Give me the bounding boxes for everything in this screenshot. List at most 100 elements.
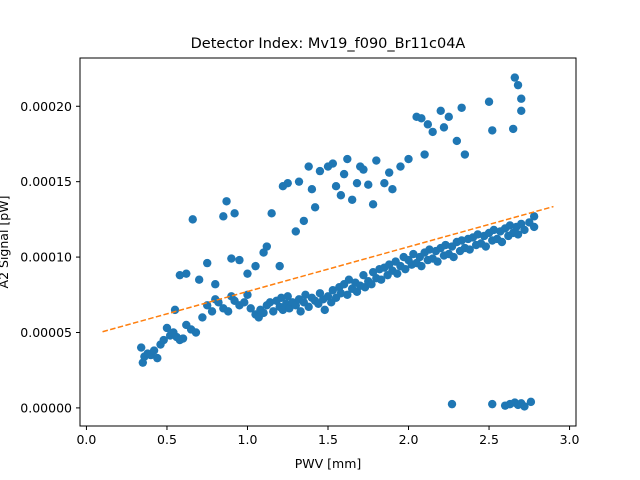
data-point [188,215,197,224]
data-point [223,307,233,316]
data-point [433,257,442,266]
data-point [449,252,458,262]
data-point [489,225,499,235]
data-point [304,162,313,171]
y-tick-label: 0.00005 [20,325,72,340]
data-point [328,159,338,168]
data-point [488,126,497,135]
data-point [505,221,515,230]
data-point [352,178,362,188]
data-point [296,307,305,316]
data-point [404,154,413,164]
data-point [372,156,381,165]
y-tick-label: 0.00020 [20,99,72,114]
data-point [175,270,185,280]
data-point [315,166,325,176]
data-point [307,185,317,194]
fit-line [102,205,554,333]
data-point [207,307,217,316]
data-point [153,353,162,363]
data-point [439,123,449,132]
data-point [529,222,539,232]
data-point [219,212,228,221]
plot-area [102,73,554,411]
points-layer [136,73,539,411]
data-point [310,203,320,212]
data-point [520,402,529,411]
x-tick-label: 1.5 [318,432,338,447]
data-point [343,290,352,299]
data-point [182,269,191,278]
data-point [364,180,373,189]
data-point [517,94,526,103]
data-point [344,275,354,284]
data-point [265,298,275,307]
x-tick-label: 2.0 [399,432,419,447]
y-axis-title: A2 Signal [pW] [0,196,11,289]
data-point [304,302,313,312]
data-point [428,127,437,137]
data-point [423,120,433,129]
data-point [159,335,168,345]
x-tick-label: 0.5 [157,432,177,447]
data-point [291,227,300,236]
data-point [339,169,349,179]
data-point [227,254,236,263]
data-point [194,275,204,284]
data-point [243,269,252,278]
data-point [393,269,402,278]
data-point [447,399,457,409]
x-tick-label: 3.0 [560,432,580,447]
data-point [230,209,239,218]
data-point [283,178,292,188]
x-tick-label: 1.0 [238,432,258,447]
data-point [497,237,507,247]
data-point [275,261,284,271]
data-point [328,286,338,295]
data-point [136,343,146,352]
data-point [526,397,536,407]
data-point [520,225,529,235]
data-point [384,168,394,177]
data-point [444,112,453,122]
data-point [401,264,410,274]
data-point [488,399,497,409]
data-point [294,177,304,186]
data-point [417,114,426,123]
data-point [376,275,386,284]
y-tick-label: 0.00010 [20,250,72,265]
data-point [214,298,223,307]
data-point [420,150,429,159]
data-point [473,230,482,239]
data-point [441,240,450,250]
x-tick-label: 0.0 [76,432,96,447]
data-point [269,307,278,316]
data-point [222,197,231,206]
data-point [331,182,341,191]
x-tick-label: 2.5 [479,432,499,447]
data-point [299,216,309,226]
y-tick-label: 0.00015 [20,174,72,189]
data-point [529,212,539,221]
data-point [149,346,159,355]
data-point [396,162,405,171]
data-point [481,242,491,251]
data-point [301,290,310,299]
data-point [417,261,426,271]
data-point [343,154,352,164]
data-point [359,165,368,174]
data-point [359,270,368,280]
data-point [425,245,434,254]
data-point [513,80,523,90]
data-point [388,185,397,194]
data-point [347,195,357,204]
data-point [508,124,518,134]
data-point [465,245,474,254]
chart-title: Detector Index: Mv19_f090_Br11c04A [191,36,466,52]
data-point [240,298,249,307]
data-point [368,200,378,209]
data-point [277,293,286,302]
data-point [267,209,276,218]
